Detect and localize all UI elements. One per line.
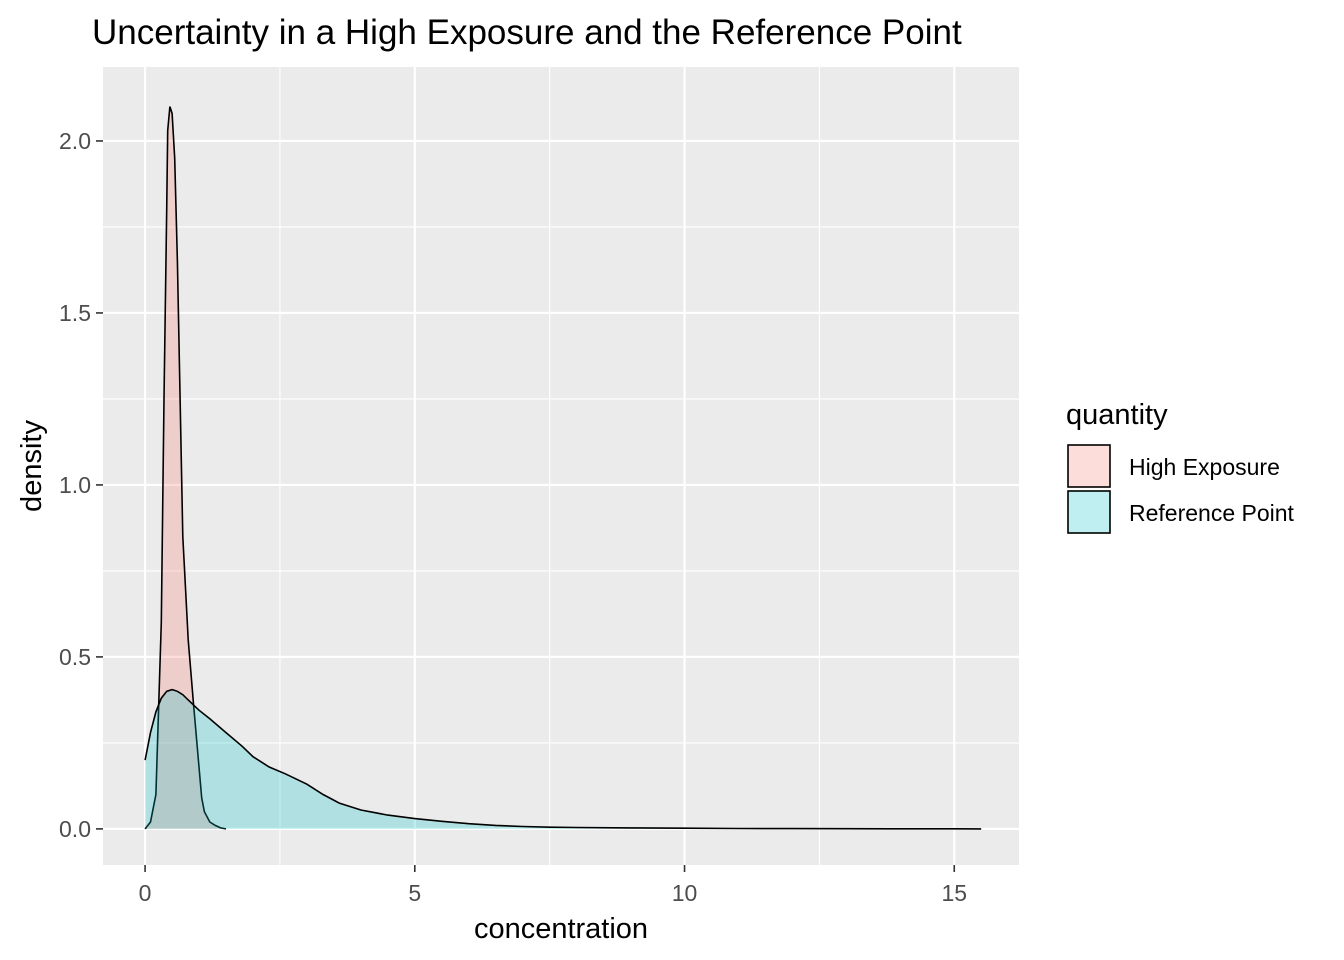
legend-title: quantity bbox=[1066, 399, 1168, 431]
chart-title: Uncertainty in a High Exposure and the R… bbox=[92, 13, 962, 52]
y-tick-label: 0.5 bbox=[59, 644, 91, 670]
major-gridlines bbox=[103, 67, 1019, 865]
y-axis: 0.0 0.5 1.0 1.5 2.0 bbox=[59, 128, 103, 842]
minor-gridlines bbox=[103, 67, 1019, 865]
density-areas bbox=[144, 106, 982, 830]
plot-panel bbox=[103, 67, 1019, 865]
legend-key bbox=[1067, 444, 1111, 488]
y-tick-label: 2.0 bbox=[59, 128, 91, 154]
density-area-0 bbox=[145, 106, 226, 829]
legend: quantity High Exposure Reference Point bbox=[1066, 399, 1295, 534]
y-axis-title: density bbox=[16, 420, 48, 512]
x-tick-label: 15 bbox=[941, 880, 967, 906]
y-tick-label: 1.0 bbox=[59, 472, 91, 498]
density-line-1 bbox=[144, 688, 982, 830]
x-tick-label: 5 bbox=[408, 880, 421, 906]
legend-label: High Exposure bbox=[1129, 454, 1280, 480]
density-line-0 bbox=[144, 106, 227, 830]
y-tick-label: 1.5 bbox=[59, 300, 91, 326]
x-axis: 0 5 10 15 bbox=[139, 865, 967, 906]
legend-key bbox=[1067, 490, 1111, 534]
legend-key-bg bbox=[1068, 445, 1110, 487]
x-tick-label: 10 bbox=[672, 880, 698, 906]
x-tick-label: 0 bbox=[139, 880, 152, 906]
y-tick-label: 0.0 bbox=[59, 816, 91, 842]
legend-label: Reference Point bbox=[1129, 500, 1295, 526]
x-axis-title: concentration bbox=[474, 913, 648, 945]
legend-key-bg bbox=[1068, 491, 1110, 533]
density-area-1 bbox=[145, 689, 982, 829]
